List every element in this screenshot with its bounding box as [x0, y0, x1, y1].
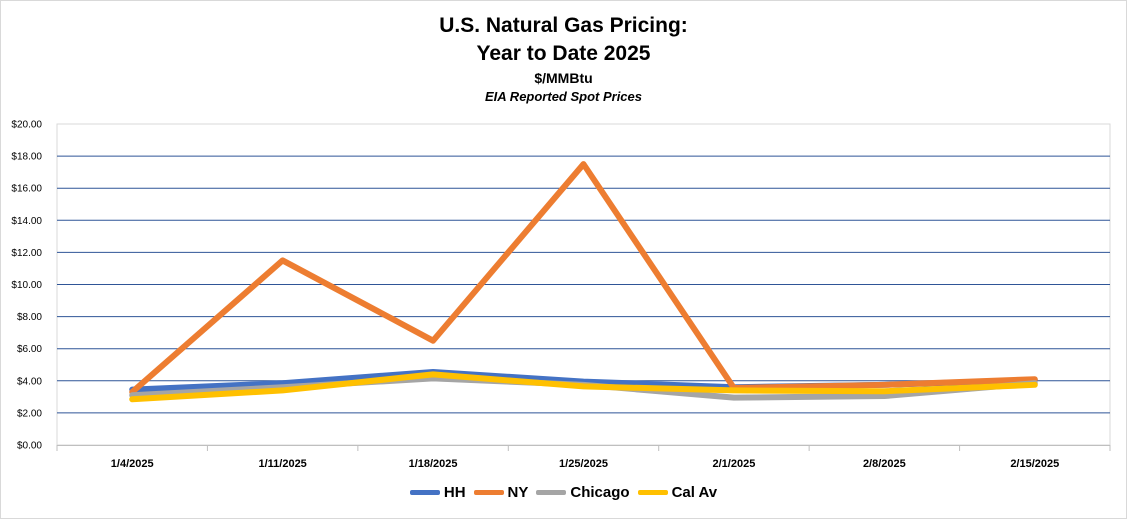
x-tick-label: 2/15/2025 [1010, 458, 1059, 470]
y-tick-label: $8.00 [17, 312, 42, 323]
x-tick-label: 1/4/2025 [111, 458, 154, 470]
x-tick-label: 2/8/2025 [863, 458, 906, 470]
chart-legend: HH NY Chicago Cal Av [0, 484, 1127, 501]
legend-swatch [637, 490, 668, 495]
y-tick-label: $18.00 [11, 152, 42, 163]
y-tick-label: $6.00 [17, 344, 42, 355]
legend-label: HH [443, 484, 466, 501]
legend-item: NY [473, 484, 529, 501]
series-line-cal-av [129, 371, 1038, 403]
legend-swatch [409, 490, 440, 495]
x-tick-label: 1/11/2025 [258, 458, 306, 470]
chart-title-line1: U.S. Natural Gas Pricing: [439, 14, 688, 37]
legend-swatch [536, 490, 567, 495]
y-tick-label: $4.00 [17, 376, 42, 387]
x-tick-label: 1/25/2025 [559, 458, 608, 470]
x-tick-label: 2/1/2025 [713, 458, 756, 470]
legend-label: Chicago [570, 484, 630, 501]
legend-swatch [473, 490, 504, 495]
chart-unit: $/MMBtu [534, 70, 593, 86]
y-tick-label: $20.00 [11, 120, 42, 131]
chart-source: EIA Reported Spot Prices [485, 89, 642, 104]
y-tick-label: $10.00 [11, 280, 42, 291]
x-tick-label: 1/18/2025 [409, 458, 458, 470]
chart-title-line2: Year to Date 2025 [476, 42, 651, 65]
legend-item: Chicago [536, 484, 630, 501]
y-tick-label: $0.00 [17, 441, 42, 452]
series-line-ny [129, 161, 1038, 396]
legend-label: Cal Av [671, 484, 718, 501]
legend-label: NY [507, 484, 529, 501]
y-tick-label: $2.00 [17, 408, 42, 419]
legend-item: Cal Av [637, 484, 718, 501]
y-tick-label: $12.00 [11, 248, 42, 259]
chart-title-block: U.S. Natural Gas Pricing: Year to Date 2… [0, 12, 1127, 106]
y-tick-label: $14.00 [11, 216, 42, 227]
legend-item: HH [409, 484, 466, 501]
y-tick-label: $16.00 [11, 184, 42, 195]
